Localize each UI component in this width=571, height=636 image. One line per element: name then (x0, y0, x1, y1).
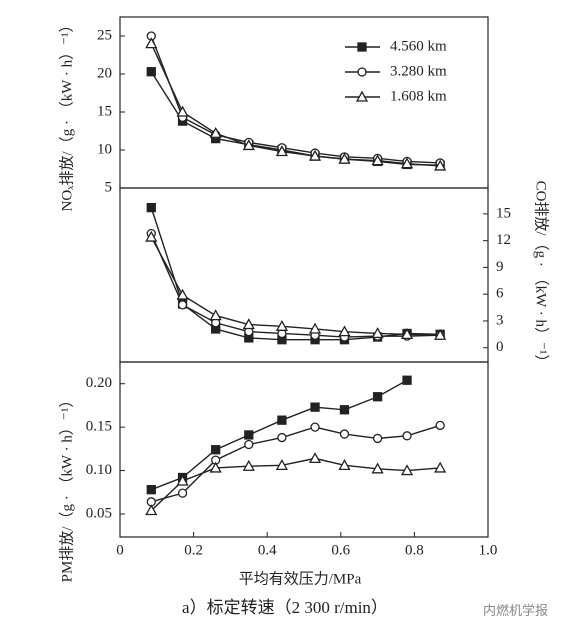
marker (434, 159, 447, 171)
y-axis-label: CO排放/（g · （kW · h）⁻¹） (533, 181, 550, 370)
legend-label: 4.560 km (390, 38, 447, 54)
marker (177, 488, 188, 498)
series-line (150, 457, 441, 512)
series-line (150, 35, 441, 164)
marker (277, 432, 287, 443)
marker (434, 328, 447, 340)
marker (339, 429, 350, 439)
marker (209, 126, 222, 138)
y-tick-label: 0.05 (86, 505, 112, 521)
marker (146, 485, 156, 495)
marker (338, 459, 351, 470)
plot-frame (119, 361, 489, 538)
marker (310, 402, 320, 412)
y-axis-label: PM排放/（g · （kW · h）⁻¹） (58, 393, 75, 583)
series-line (150, 71, 441, 166)
marker (338, 152, 351, 164)
x-tick-label: 0.2 (184, 542, 203, 558)
marker (357, 42, 367, 52)
x-axis-label: 平均有效压力/MPa (239, 570, 362, 587)
marker (339, 405, 350, 415)
marker (371, 154, 384, 166)
marker (371, 462, 384, 474)
marker (275, 459, 289, 470)
marker (372, 433, 383, 444)
marker (176, 288, 189, 300)
y-tick-label: 0.10 (86, 462, 112, 478)
marker (275, 319, 289, 331)
y-tick-label: 25 (97, 27, 112, 43)
y-tick-label: 0.15 (86, 419, 112, 435)
x-tick-label: 0.6 (331, 542, 350, 558)
marker (310, 422, 320, 432)
marker (277, 415, 287, 425)
marker (308, 452, 322, 464)
marker (402, 431, 412, 441)
y-tick-label: 15 (496, 205, 511, 221)
y-tick-label: 9 (496, 259, 504, 275)
series-line (150, 43, 441, 167)
marker (400, 327, 414, 339)
x-tick-label: 0.8 (405, 542, 424, 558)
marker (371, 327, 384, 339)
series-line (150, 236, 441, 336)
marker (146, 67, 156, 77)
marker (244, 439, 254, 450)
marker (242, 318, 255, 330)
marker (402, 375, 412, 385)
marker (209, 309, 222, 321)
y-tick-label: 10 (97, 141, 112, 157)
marker (400, 464, 414, 476)
marker (308, 322, 322, 334)
marker (211, 445, 221, 455)
legend-label: 1.608 km (390, 88, 447, 104)
marker (244, 430, 254, 440)
y-tick-label: 20 (97, 65, 112, 81)
marker (209, 461, 222, 473)
x-tick-label: 0 (116, 542, 124, 558)
marker (145, 230, 158, 242)
y-tick-label: 5 (105, 179, 113, 195)
series-line (150, 207, 441, 341)
series-line (151, 424, 441, 503)
marker (275, 145, 289, 157)
marker (308, 149, 322, 161)
marker (177, 300, 188, 310)
marker (176, 474, 189, 486)
marker (434, 461, 447, 473)
marker (338, 325, 351, 337)
y-tick-label: 15 (97, 103, 112, 119)
marker (145, 504, 158, 516)
x-tick-label: 0.4 (258, 542, 277, 558)
marker (400, 157, 414, 169)
marker (145, 37, 158, 49)
marker (146, 202, 156, 213)
y-axis-label: NOₓ排放/（g · （kW · h）⁻¹） (58, 18, 75, 212)
marker (357, 67, 367, 77)
y-tick-label: 0.20 (86, 375, 112, 391)
marker (435, 420, 445, 431)
y-tick-label: 0 (496, 339, 504, 355)
marker (355, 90, 369, 102)
y-tick-label: 12 (496, 232, 511, 248)
marker (242, 459, 255, 471)
x-tick-label: 1.0 (479, 542, 498, 558)
series-line (150, 233, 441, 338)
caption: a）标定转速（2 300 r/min） (182, 598, 388, 617)
y-tick-label: 6 (496, 286, 504, 302)
marker (176, 105, 189, 117)
marker (372, 392, 383, 402)
y-tick-label: 3 (496, 312, 504, 328)
legend-label: 3.280 km (390, 63, 447, 79)
watermark: 内燃机学报 (483, 603, 548, 618)
marker (242, 139, 255, 151)
